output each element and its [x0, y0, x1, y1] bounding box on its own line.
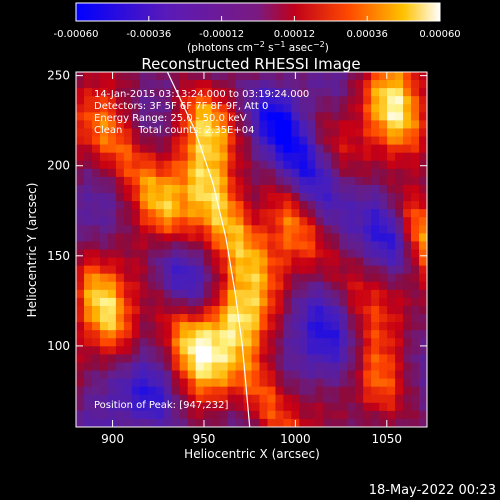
colorbar-frame — [75, 2, 441, 22]
colorbar-tick-label: 0.00036 — [347, 29, 388, 40]
solar-limb-line — [166, 72, 251, 427]
heatmap-cells — [76, 72, 427, 427]
annotation-energy-range: Energy Range: 25.0 - 50.0 keV — [94, 113, 247, 124]
chart-title: Reconstructed RHESSI Image — [141, 55, 360, 73]
axis-ticks: 900 950 1000 1050 100 150 200 250 — [47, 69, 427, 446]
x-tick-label: 1050 — [372, 432, 403, 446]
y-tick-label: 100 — [47, 339, 70, 353]
annotation-time-range: 14-Jan-2015 03:13:24.000 to 03:19:24.000 — [94, 89, 309, 100]
y-tick-label: 250 — [47, 69, 70, 83]
colorbar-tick-label: -0.00060 — [54, 29, 99, 40]
x-tick-label: 900 — [101, 432, 124, 446]
colorbar-tick-label: 0.00012 — [274, 29, 315, 40]
colorbar-ticks: -0.00060 -0.00036 -0.00012 0.00012 0.00036 0.… — [54, 16, 461, 40]
x-axis-label: Heliocentric X (arcsec) — [184, 447, 320, 461]
colorbar: -0.00060 -0.00036 -0.00012 0.00012 0.00036 0.… — [54, 2, 461, 40]
y-axis-label: Heliocentric Y (arcsec) — [25, 183, 39, 318]
y-tick-label: 200 — [47, 159, 70, 173]
plot-area: 900 950 1000 1050 100 150 200 250 — [47, 69, 428, 446]
annotation-peak-position: Position of Peak: [947,232] — [94, 400, 228, 411]
footer-date: 18-May-2022 00:23 — [369, 483, 496, 498]
plot-frame — [75, 71, 428, 428]
colorbar-unit-label: (photons cm−2 s−1 asec−2) — [187, 40, 329, 54]
colorbar-tick-label: -0.00036 — [126, 29, 171, 40]
x-tick-label: 950 — [193, 432, 216, 446]
y-tick-label: 150 — [47, 249, 70, 263]
annotation-detectors: Detectors: 3F 5F 6F 7F 8F 9F, Att 0 — [94, 101, 268, 112]
annotation-counts: Clean Total counts: 2.35E+04 — [94, 125, 254, 136]
colorbar-tick-label: 0.00060 — [419, 29, 460, 40]
colorbar-tick-label: -0.00012 — [199, 29, 244, 40]
colorbar-gradient — [76, 3, 440, 21]
x-tick-label: 1000 — [280, 432, 311, 446]
